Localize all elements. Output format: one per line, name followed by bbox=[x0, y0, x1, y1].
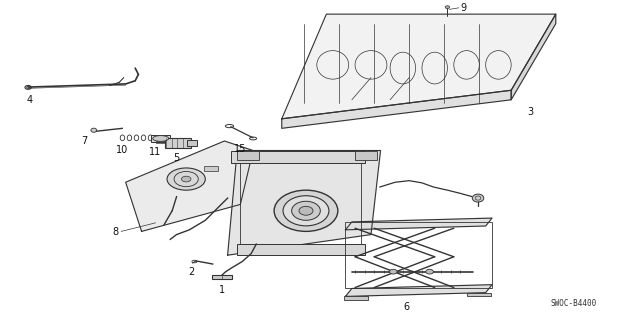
Text: 7: 7 bbox=[81, 136, 87, 146]
Ellipse shape bbox=[445, 6, 450, 9]
Text: 9: 9 bbox=[460, 3, 467, 13]
Bar bbox=[241, 158, 362, 249]
Polygon shape bbox=[282, 14, 556, 119]
Bar bbox=[467, 292, 491, 296]
Bar bbox=[204, 166, 218, 171]
Text: 11: 11 bbox=[149, 147, 161, 157]
Ellipse shape bbox=[153, 136, 169, 141]
Ellipse shape bbox=[167, 168, 205, 190]
Ellipse shape bbox=[283, 196, 329, 226]
Text: 2: 2 bbox=[188, 267, 195, 277]
Bar bbox=[151, 135, 170, 142]
Bar bbox=[165, 139, 191, 148]
Ellipse shape bbox=[91, 128, 97, 132]
Text: 8: 8 bbox=[112, 227, 118, 237]
Text: 5: 5 bbox=[173, 153, 180, 163]
Ellipse shape bbox=[274, 190, 338, 231]
Bar bbox=[231, 150, 365, 163]
Bar bbox=[346, 222, 492, 289]
Bar bbox=[355, 151, 378, 160]
Text: SWOC-B4400: SWOC-B4400 bbox=[551, 299, 597, 308]
Polygon shape bbox=[511, 14, 556, 100]
Ellipse shape bbox=[299, 206, 313, 215]
Ellipse shape bbox=[472, 194, 484, 202]
Text: 4: 4 bbox=[27, 95, 33, 105]
Text: 1: 1 bbox=[219, 285, 225, 295]
Bar bbox=[188, 140, 197, 146]
Bar bbox=[156, 141, 167, 143]
Bar bbox=[344, 296, 369, 300]
Polygon shape bbox=[282, 90, 511, 128]
Ellipse shape bbox=[390, 269, 397, 274]
Polygon shape bbox=[228, 150, 381, 255]
Ellipse shape bbox=[292, 201, 320, 220]
Text: 6: 6 bbox=[403, 302, 409, 312]
Text: 15: 15 bbox=[234, 144, 246, 154]
Text: 3: 3 bbox=[527, 108, 533, 117]
Polygon shape bbox=[346, 218, 492, 230]
Bar bbox=[237, 244, 365, 255]
Bar bbox=[237, 151, 259, 160]
Bar bbox=[212, 275, 232, 279]
Ellipse shape bbox=[426, 269, 433, 274]
Text: 10: 10 bbox=[116, 145, 129, 155]
Polygon shape bbox=[346, 285, 492, 296]
Polygon shape bbox=[125, 141, 253, 231]
Ellipse shape bbox=[181, 176, 191, 182]
